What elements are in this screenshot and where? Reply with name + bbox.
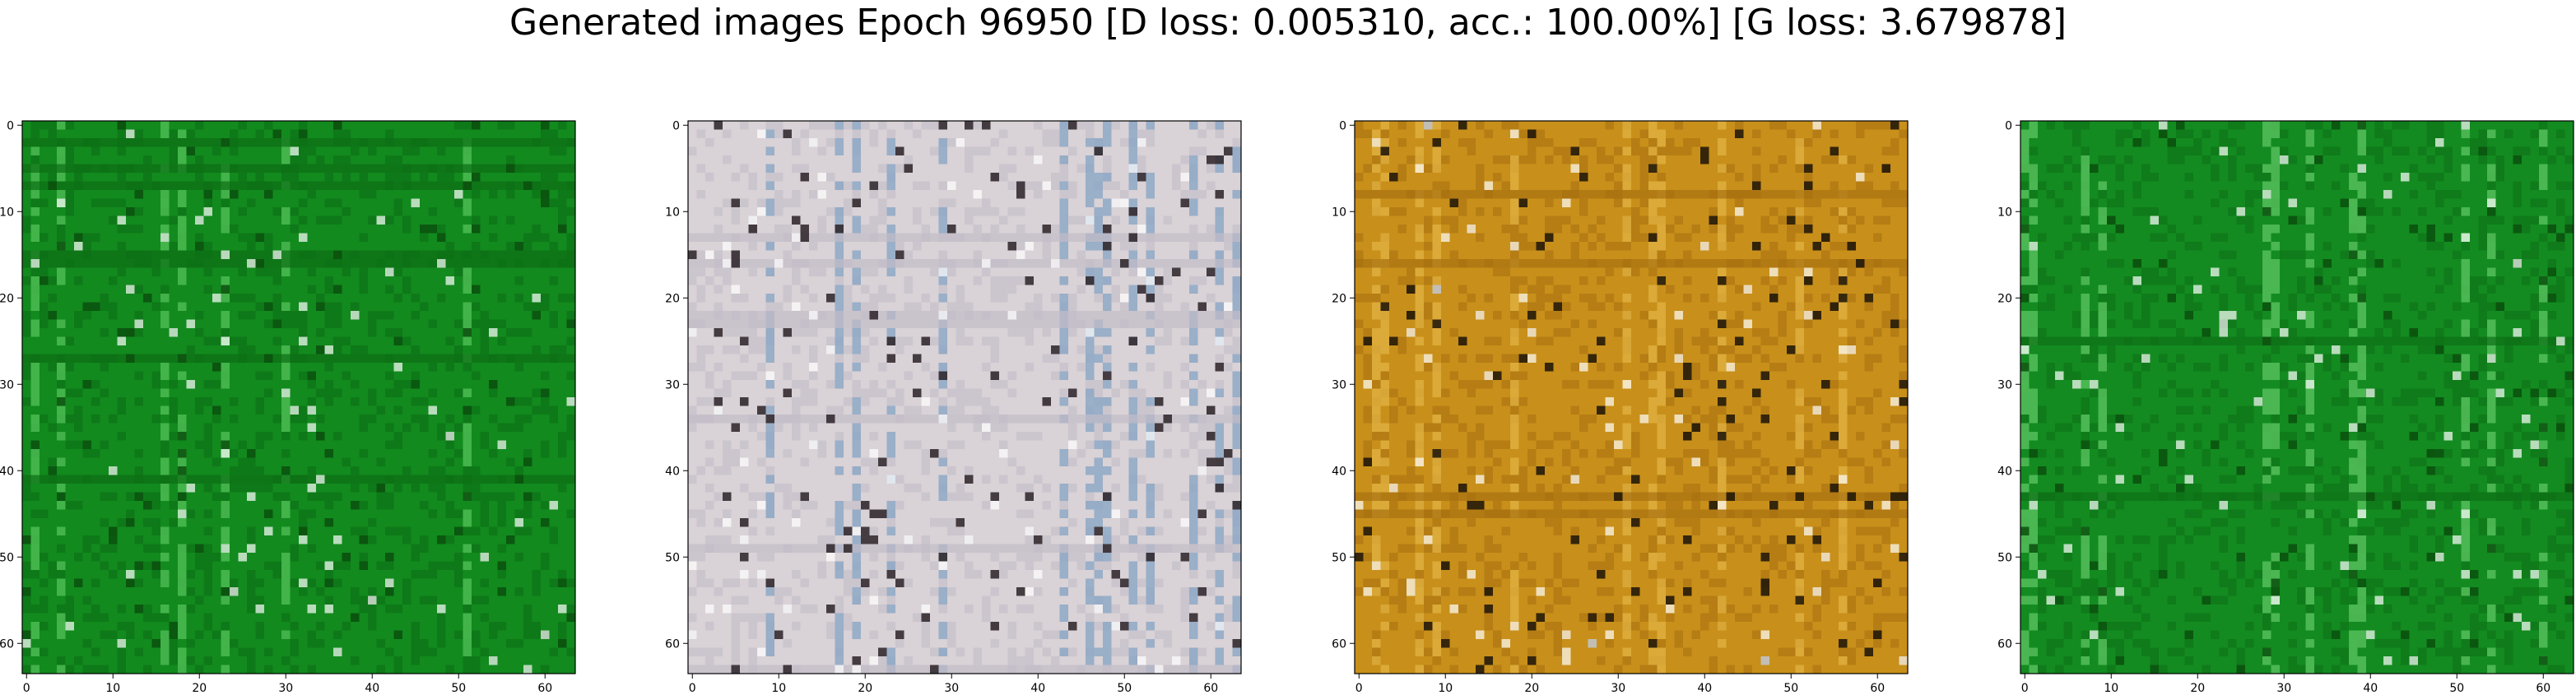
x-tick-label: 30: [278, 682, 293, 695]
x-tick-label: 60: [1870, 682, 1885, 695]
x-tick-label: 0: [1355, 682, 1363, 695]
x-tick-label: 40: [1030, 682, 1045, 695]
image-axes: 0 10 20 30 40 50 60 0 10 20 30 40 50 60: [1332, 119, 1909, 695]
y-tick-label: 40: [0, 465, 14, 478]
x-tick-label: 10: [105, 682, 120, 695]
y-tick-label: 30: [1997, 378, 2012, 392]
x-tick-label: 50: [451, 682, 466, 695]
y-tick-label: 0: [7, 119, 14, 132]
axes-frame: [21, 120, 576, 674]
y-tick-label: 10: [665, 206, 680, 219]
x-tick-label: 40: [1697, 682, 1712, 695]
y-tick-label: 50: [1997, 551, 2012, 564]
axes-frame: [2020, 120, 2574, 674]
y-tick-label: 10: [1332, 206, 1346, 219]
x-tick-label: 60: [2536, 682, 2550, 695]
y-tick-label: 20: [665, 292, 680, 305]
y-tick-label: 60: [1332, 637, 1346, 651]
generated-image: [688, 121, 1241, 674]
x-tick-label: 60: [1203, 682, 1218, 695]
x-tick-label: 0: [23, 682, 30, 695]
x-tick-label: 40: [365, 682, 379, 695]
y-tick-label: 20: [0, 292, 14, 305]
x-tick-label: 30: [1611, 682, 1625, 695]
x-tick-label: 20: [858, 682, 872, 695]
x-tick-label: 60: [537, 682, 552, 695]
y-tick-label: 10: [1997, 206, 2012, 219]
image-panel-3: 0 10 20 30 40 50 60 0 10 20 30 40 50 60: [1332, 119, 1909, 695]
y-tick-label: 50: [665, 551, 680, 564]
y-tick-label: 0: [1339, 119, 1346, 132]
x-tick-label: 50: [2449, 682, 2464, 695]
figure-title: Generated images Epoch 96950 [D loss: 0.…: [509, 2, 2067, 44]
y-tick-label: 20: [1997, 292, 2012, 305]
y-tick-label: 50: [1332, 551, 1346, 564]
y-tick-label: 30: [0, 378, 14, 392]
y-tick-label: 40: [1997, 465, 2012, 478]
y-tick-label: 30: [665, 378, 680, 392]
generated-image: [1355, 121, 1908, 674]
image-axes: 0 10 20 30 40 50 60 0 10 20 30 40 50 60: [665, 119, 1242, 695]
x-tick-label: 20: [2190, 682, 2205, 695]
x-tick-label: 10: [2104, 682, 2118, 695]
x-tick-label: 10: [771, 682, 786, 695]
y-tick-label: 40: [665, 465, 680, 478]
x-tick-label: 50: [1117, 682, 1132, 695]
y-tick-label: 40: [1332, 465, 1346, 478]
x-tick-label: 0: [2021, 682, 2029, 695]
axes-frame: [687, 120, 1242, 674]
y-tick-label: 60: [0, 637, 14, 651]
y-tick-label: 60: [665, 637, 680, 651]
y-tick-label: 30: [1332, 378, 1346, 392]
y-tick-label: 20: [1332, 292, 1346, 305]
image-panel-1: 0 10 20 30 40 50 60 0 10 20 30 40 50 60: [0, 119, 576, 695]
x-tick-label: 20: [192, 682, 207, 695]
x-tick-label: 10: [1438, 682, 1453, 695]
x-tick-label: 30: [2276, 682, 2291, 695]
image-panel-2: 0 10 20 30 40 50 60 0 10 20 30 40 50 60: [665, 119, 1242, 695]
y-tick-label: 60: [1997, 637, 2012, 651]
x-tick-label: 40: [2363, 682, 2378, 695]
image-axes: 0 10 20 30 40 50 60 0 10 20 30 40 50 60: [1997, 119, 2574, 695]
image-panel-4: 0 10 20 30 40 50 60 0 10 20 30 40 50 60: [1997, 119, 2574, 695]
y-tick-label: 50: [0, 551, 14, 564]
y-tick-label: 10: [0, 206, 14, 219]
image-axes: 0 10 20 30 40 50 60 0 10 20 30 40 50 60: [0, 119, 576, 695]
x-tick-label: 30: [944, 682, 959, 695]
generated-image: [22, 121, 575, 674]
axes-frame: [1354, 120, 1909, 674]
y-tick-label: 0: [672, 119, 680, 132]
x-tick-label: 20: [1524, 682, 1539, 695]
y-tick-label: 0: [2005, 119, 2012, 132]
generated-image: [2020, 121, 2574, 674]
x-tick-label: 50: [1783, 682, 1798, 695]
x-tick-label: 0: [689, 682, 696, 695]
